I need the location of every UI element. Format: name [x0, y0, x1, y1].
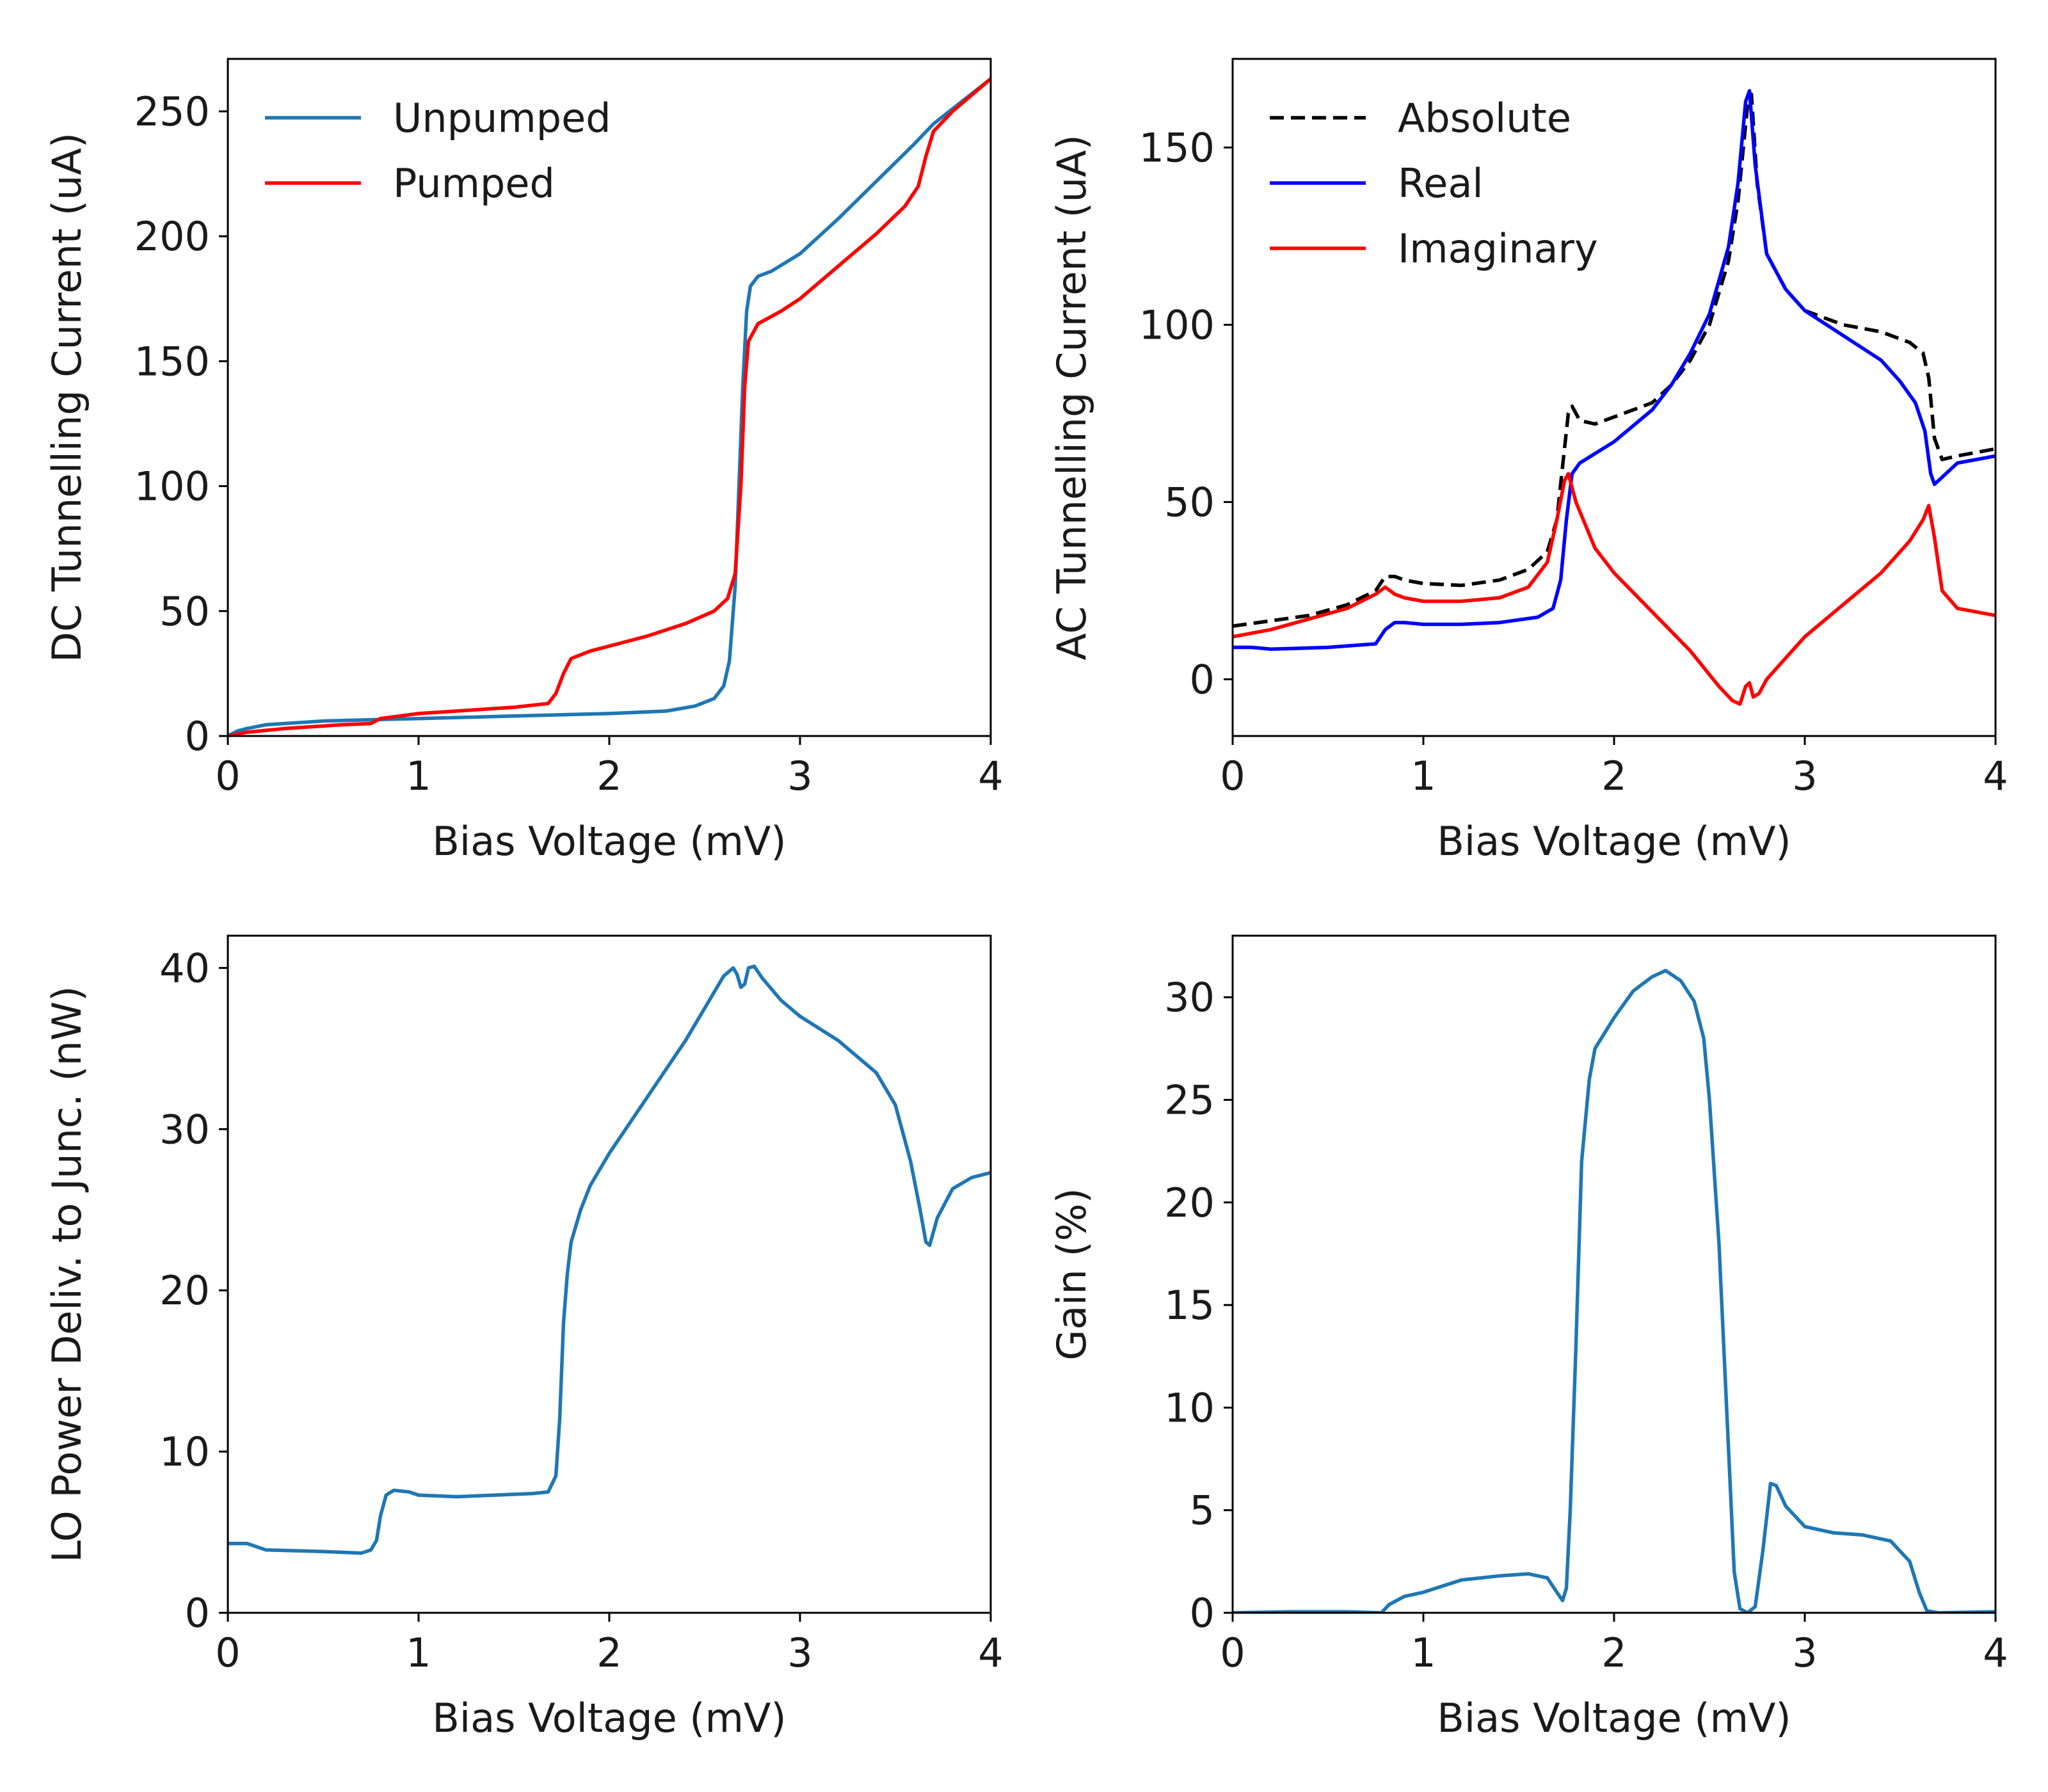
x-axis-label: Bias Voltage (mV) — [1437, 1695, 1791, 1741]
y-tick-label: 100 — [134, 463, 210, 510]
x-tick-label: 4 — [1983, 753, 2008, 799]
x-tick-label: 4 — [978, 1629, 1003, 1676]
y-tick-label: 15 — [1164, 1282, 1215, 1329]
x-tick-label: 3 — [787, 753, 812, 799]
x-tick-label: 1 — [406, 753, 431, 799]
y-tick-label: 0 — [185, 1590, 210, 1636]
y-axis-label: LO Power Deliv. to Junc. (nW) — [44, 986, 90, 1563]
y-axis-label: Gain (%) — [1048, 1188, 1095, 1361]
x-tick-label: 2 — [1601, 1629, 1626, 1676]
y-tick-label: 20 — [159, 1267, 210, 1314]
y-tick-label: 150 — [134, 338, 210, 385]
series-line-pumped — [228, 77, 991, 736]
series-line-real — [1233, 89, 1996, 652]
panel-gain: 0 1 2 3 4 0 5 10 15 20 25 30 Bias Voltage (mV) Gain… — [1048, 934, 2008, 1741]
y-tick-label: 20 — [1164, 1180, 1215, 1226]
x-tick-label: 2 — [596, 753, 621, 799]
x-tick-label: 2 — [596, 1629, 621, 1676]
axis-layer: 0 1 2 3 4 0 5 10 15 20 25 30 — [1164, 934, 2008, 1676]
legend-label-absolute: Absolute — [1398, 95, 1571, 141]
x-tick-label: 1 — [1411, 1629, 1436, 1676]
legend-label-pumped: Pumped — [393, 160, 555, 207]
x-axis-label: Bias Voltage (mV) — [432, 1695, 786, 1741]
x-tick-label: 4 — [1983, 1629, 2008, 1676]
x-tick-label: 3 — [1792, 1629, 1817, 1676]
series-line-unpumped — [228, 77, 991, 736]
series-line-0 — [228, 964, 991, 1555]
series-layer — [1233, 89, 1996, 706]
series-layer — [228, 964, 991, 1555]
x-axis-label: Bias Voltage (mV) — [432, 818, 786, 865]
y-tick-label: 40 — [159, 945, 210, 991]
x-tick-label: 1 — [1411, 753, 1436, 799]
y-tick-label: 0 — [1190, 656, 1215, 703]
legend-label-imaginary: Imaginary — [1398, 225, 1598, 272]
y-tick-label: 0 — [185, 713, 210, 760]
series-line-0 — [1233, 968, 1996, 1613]
y-tick-label: 30 — [159, 1106, 210, 1153]
legend: Unpumped Pumped — [265, 95, 611, 207]
axis-layer: 0 1 2 3 4 0 50 100 150 — [1139, 58, 2008, 799]
x-tick-label: 0 — [1220, 1629, 1245, 1676]
legend-label-real: Real — [1398, 160, 1484, 207]
series-layer — [1233, 968, 1996, 1613]
y-tick-label: 0 — [1190, 1590, 1215, 1636]
y-tick-label: 50 — [159, 588, 210, 635]
series-line-absolute — [1233, 92, 1996, 628]
y-tick-label: 30 — [1164, 974, 1215, 1021]
y-tick-label: 25 — [1164, 1076, 1215, 1123]
x-tick-label: 0 — [1220, 753, 1245, 799]
x-tick-label: 2 — [1601, 753, 1626, 799]
series-layer — [228, 77, 991, 736]
y-tick-label: 50 — [1164, 479, 1215, 525]
y-tick-label: 10 — [1164, 1384, 1215, 1431]
series-line-imaginary — [1233, 472, 1996, 706]
y-axis-label: AC Tunnelling Current (uA) — [1048, 134, 1095, 660]
y-tick-label: 200 — [134, 213, 210, 260]
y-tick-label: 5 — [1190, 1487, 1215, 1534]
y-tick-label: 10 — [159, 1428, 210, 1475]
x-tick-label: 4 — [978, 753, 1003, 799]
x-tick-label: 0 — [215, 1629, 240, 1676]
panel-ac-tunnelling-current: 0 1 2 3 4 0 50 100 150 Bias Voltage (mV) AC Tunn… — [1048, 58, 2008, 865]
x-tick-label: 1 — [406, 1629, 431, 1676]
legend-label-unpumped: Unpumped — [393, 95, 611, 141]
x-axis-label: Bias Voltage (mV) — [1437, 818, 1791, 865]
y-tick-label: 100 — [1139, 301, 1215, 348]
panel-dc-tunnelling-current: 0 1 2 3 4 0 50 100 150 200 250 Bias Voltage (mV) D… — [44, 58, 1004, 865]
x-tick-label: 3 — [787, 1629, 812, 1676]
legend: Absolute Real Imaginary — [1270, 95, 1598, 272]
x-tick-label: 3 — [1792, 753, 1817, 799]
y-tick-label: 250 — [134, 88, 210, 135]
y-tick-label: 150 — [1139, 124, 1215, 171]
x-tick-label: 0 — [215, 753, 240, 799]
axis-layer: 0 1 2 3 4 0 50 100 150 200 250 — [134, 58, 1004, 799]
y-axis-label: DC Tunnelling Current (uA) — [44, 132, 90, 662]
